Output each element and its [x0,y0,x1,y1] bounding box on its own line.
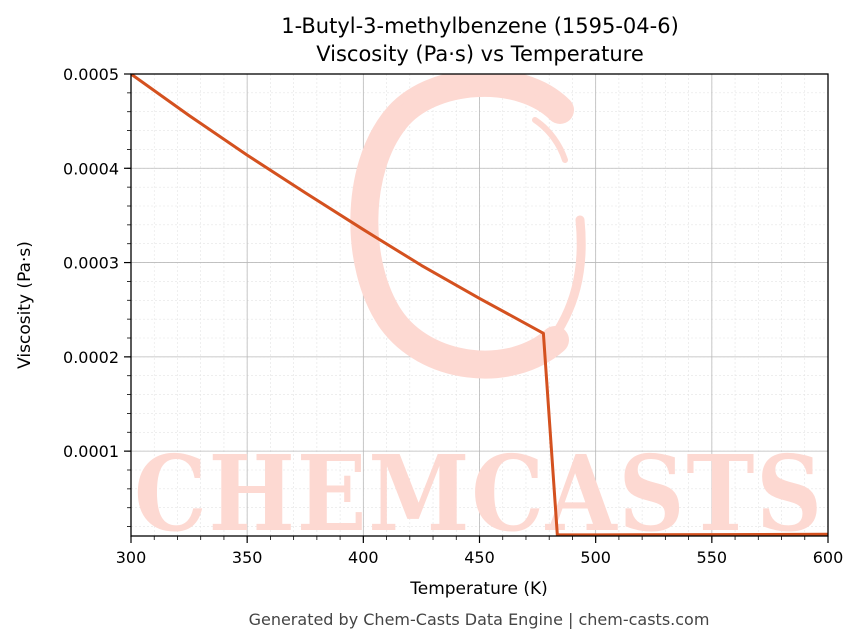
watermark: CHEMCASTS [134,74,824,555]
series-layer [131,74,828,536]
footer-credit: Generated by Chem-Casts Data Engine | ch… [249,610,710,629]
y-axis-ticks: 0.0001 0.0002 0.0003 0.0004 0.0005 [63,65,131,527]
x-axis-label: Temperature (K) [409,579,548,599]
x-tick-label: 600 [813,548,844,567]
x-tick-label: 450 [464,548,495,567]
y-tick-label: 0.0002 [63,348,119,367]
x-axis-ticks: 300 350 400 450 500 550 600 [116,536,844,567]
x-tick-label: 550 [697,548,728,567]
x-tick-label: 300 [116,548,147,567]
x-tick-label: 350 [232,548,263,567]
series-line-viscosity [131,74,828,536]
y-tick-label: 0.0003 [63,254,119,273]
watermark-text: CHEMCASTS [134,432,824,555]
y-axis-label: Viscosity (Pa·s) [15,241,35,369]
y-tick-label: 0.0001 [63,442,119,461]
chart-subtitle: Viscosity (Pa·s) vs Temperature [316,42,644,66]
y-tick-label: 0.0004 [63,159,119,178]
x-tick-label: 500 [580,548,611,567]
y-tick-label: 0.0005 [63,65,119,84]
x-tick-label: 400 [348,548,379,567]
watermark-ring-logo [350,74,586,379]
chart-title: 1-Butyl-3-methylbenzene (1595-04-6) [281,14,679,38]
